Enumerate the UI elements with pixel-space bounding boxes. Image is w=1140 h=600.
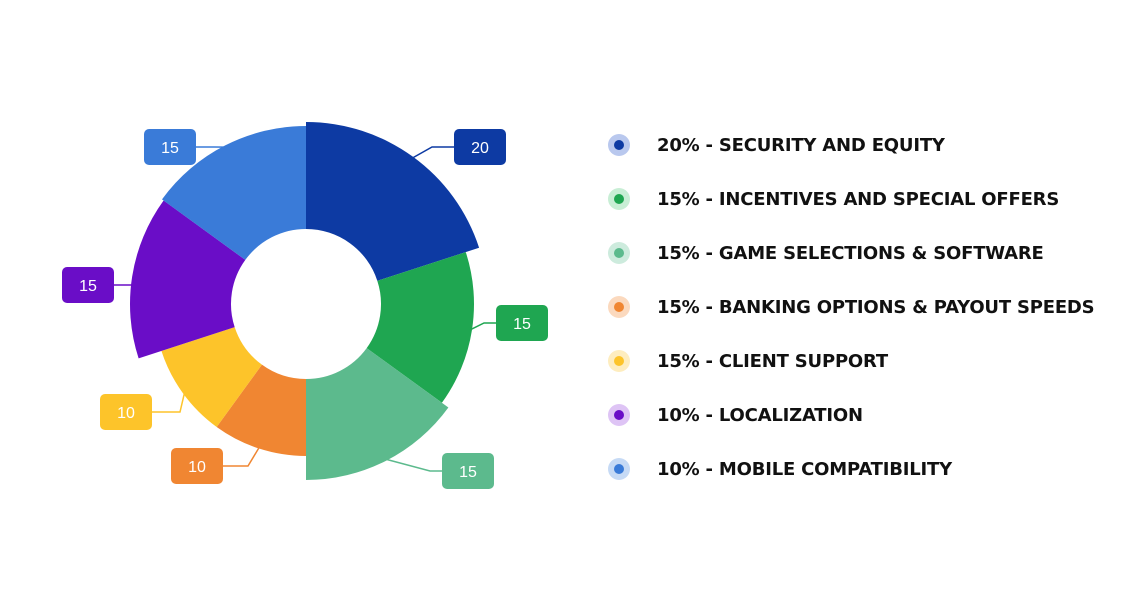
legend-dot-center xyxy=(614,410,624,420)
slice-data-label: 15 xyxy=(513,316,531,333)
slice-data-label: 10 xyxy=(188,459,206,476)
legend-dot-center xyxy=(614,302,624,312)
legend-dot-center xyxy=(614,356,624,366)
donut-slice xyxy=(130,200,246,359)
legend-label: 15% - INCENTIVES AND SPECIAL OFFERS xyxy=(657,188,1060,210)
legend-dot-icon xyxy=(608,404,630,426)
legend-dot-icon xyxy=(608,458,630,480)
callout-box xyxy=(171,448,223,484)
donut-slice xyxy=(366,252,475,403)
legend-label: 15% - CLIENT SUPPORT xyxy=(657,350,888,372)
callout-box xyxy=(454,129,506,165)
callout-box xyxy=(62,267,114,303)
legend-label: 10% - MOBILE COMPATIBILITY xyxy=(657,458,952,480)
legend-dot-icon xyxy=(608,296,630,318)
chart-data-labels: 20 15 15 10 10 15 15 xyxy=(62,129,548,489)
slice-data-label: 15 xyxy=(459,464,477,481)
slice-data-label: 10 xyxy=(117,405,135,422)
legend-dot-icon xyxy=(608,242,630,264)
legend-dot-center xyxy=(614,140,624,150)
legend-dot-icon xyxy=(608,350,630,372)
legend-item: 20% - SECURITY AND EQUITY xyxy=(608,118,1094,172)
donut-slice xyxy=(161,327,262,427)
donut-slice xyxy=(306,122,480,281)
legend-item: 10% - LOCALIZATION xyxy=(608,388,1094,442)
callout-box xyxy=(100,394,152,430)
legend-dot-icon xyxy=(608,188,630,210)
legend-label: 15% - GAME SELECTIONS & SOFTWARE xyxy=(657,242,1044,264)
callout-box xyxy=(442,453,494,489)
slice-data-label: 15 xyxy=(161,140,179,157)
legend-item: 10% - MOBILE COMPATIBILITY xyxy=(608,442,1094,496)
slice-data-label: 20 xyxy=(471,140,489,157)
donut-slice xyxy=(306,348,449,480)
legend-item: 15% - BANKING OPTIONS & PAYOUT SPEEDS xyxy=(608,280,1095,334)
legend-label: 15% - BANKING OPTIONS & PAYOUT SPEEDS xyxy=(657,296,1095,318)
legend-item: 15% - INCENTIVES AND SPECIAL OFFERS xyxy=(608,172,1094,226)
callout-box xyxy=(144,129,196,165)
legend-item: 15% - CLIENT SUPPORT xyxy=(608,334,1094,388)
legend-label: 10% - LOCALIZATION xyxy=(657,404,863,426)
legend-dot-center xyxy=(614,248,624,258)
legend-dot-icon xyxy=(608,134,630,156)
legend-dot-center xyxy=(614,464,624,474)
legend-label: 20% - SECURITY AND EQUITY xyxy=(657,134,945,156)
legend-dot-center xyxy=(614,194,624,204)
callout-box xyxy=(496,305,548,341)
chart-slices xyxy=(130,122,480,480)
chart-legend: 20% - SECURITY AND EQUITY 15% - INCENTIVE… xyxy=(608,118,1095,496)
slice-data-label: 15 xyxy=(79,278,97,295)
donut-slice xyxy=(216,364,306,456)
donut-slice xyxy=(161,125,306,260)
legend-item: 15% - GAME SELECTIONS & SOFTWARE xyxy=(608,226,1094,280)
